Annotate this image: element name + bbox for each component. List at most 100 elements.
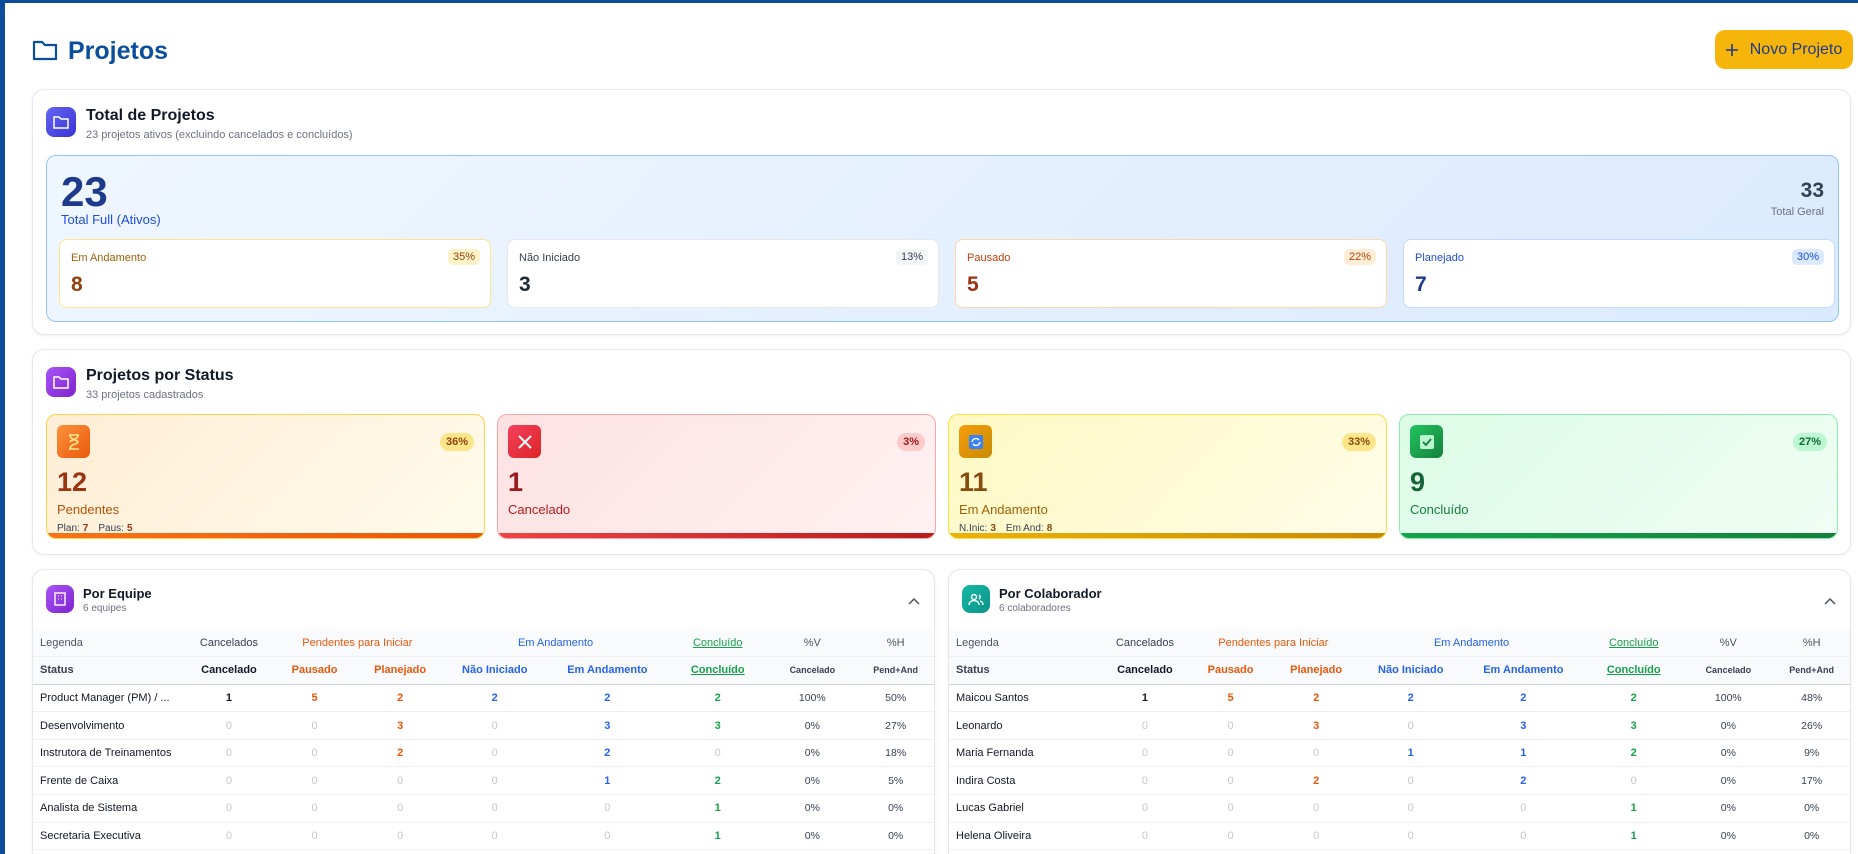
team-panel: Por Equipe 6 equipes Legenda Cancelados Pend… <box>32 569 935 854</box>
panel-table: Legenda Cancelados Pendentes para Iniciar E… <box>33 629 934 851</box>
button-label: Novo Projeto <box>1749 40 1843 58</box>
column-header: Pend+And <box>1773 656 1850 685</box>
table-cell: 0 <box>1358 794 1463 823</box>
legend-cell: Em Andamento <box>1358 629 1585 658</box>
table-cell: 0% <box>1773 822 1850 851</box>
collapse-toggle[interactable] <box>1824 592 1836 610</box>
item-percent: 13% <box>895 249 928 265</box>
table-cell: 1 <box>1358 739 1463 768</box>
detail-label: Plan: <box>57 523 80 534</box>
table-cell: 0 <box>1358 711 1463 740</box>
table-cell: 0 <box>1102 711 1188 740</box>
column-header: Pausado <box>271 656 358 685</box>
data-row: Lucas Gabriel 0 0 0 0 0 1 0% 0% <box>949 794 1850 823</box>
column-header: Cancelado <box>1102 656 1188 685</box>
table-cell: 2 <box>546 684 669 713</box>
item-label: Pausado <box>967 252 1011 264</box>
table-cell: 0 <box>442 794 547 823</box>
column-header: Não Iniciado <box>442 656 547 685</box>
panel-title: Por Colaborador <box>999 586 1102 601</box>
table-cell: 2 <box>1273 766 1359 796</box>
table-cell: 0 <box>357 766 443 796</box>
total-icon <box>46 107 76 137</box>
detail-value: 8 <box>1046 523 1053 534</box>
table-cell: 0 <box>186 739 272 768</box>
table-cell: 0 <box>546 822 669 851</box>
status-percent: 36% <box>439 433 474 451</box>
legend-row: Legenda Cancelados Pendentes para Iniciar E… <box>33 629 934 658</box>
table-cell: 100% <box>1683 684 1774 713</box>
collapse-toggle[interactable] <box>908 592 920 610</box>
table-cell: 1 <box>1584 794 1684 823</box>
card-subtitle: 23 projetos ativos (excluindo cancelados… <box>86 129 353 141</box>
item-label: Em Andamento <box>71 252 147 264</box>
table-cell: 0 <box>1273 822 1359 851</box>
status-icon <box>1410 425 1443 458</box>
status-item: 3% 1 Cancelado <box>497 414 936 539</box>
table-cell: 2 <box>668 684 768 713</box>
table-cell: 0 <box>186 766 272 796</box>
table-cell: 0 <box>1273 739 1359 768</box>
table-cell: 0 <box>1462 794 1585 823</box>
table-cell: 0 <box>1102 794 1188 823</box>
legend-cell: Legenda <box>949 629 1103 658</box>
card-title: Projetos por Status <box>86 367 234 384</box>
legend-cell: %V <box>767 629 858 658</box>
table-cell: 2 <box>1584 684 1684 713</box>
data-row: Maria Fernanda 0 0 0 1 1 2 0% 9% <box>949 739 1850 768</box>
table-cell: 0 <box>271 766 358 796</box>
table-cell: 3 <box>357 711 443 740</box>
overall-total: 33 <box>1800 179 1824 202</box>
table-cell: 1 <box>668 794 768 823</box>
detail-label: N.Inic: <box>959 523 988 534</box>
table-cell: 1 <box>1102 684 1188 713</box>
table-cell: 0% <box>857 822 934 851</box>
table-cell: Lucas Gabriel <box>949 794 1103 823</box>
table-cell: 2 <box>668 766 768 796</box>
table-cell: Maria Fernanda <box>949 739 1103 768</box>
table-cell: 1 <box>1462 739 1585 768</box>
table-cell: 3 <box>668 711 768 740</box>
item-value: 5 <box>967 273 979 296</box>
table-cell: 0 <box>186 822 272 851</box>
table-cell: 0 <box>442 711 547 740</box>
page-title: Projetos <box>68 37 169 65</box>
new-project-button[interactable]: Novo Projeto <box>1715 30 1853 69</box>
item-percent: 35% <box>447 249 480 265</box>
summary-item: Em Andamento 35% 8 <box>59 239 491 308</box>
item-value: 7 <box>1415 273 1427 296</box>
table-cell: 0% <box>767 766 858 796</box>
status-label: Cancelado <box>508 502 571 517</box>
table-cell: 0% <box>767 711 858 740</box>
status-card: Projetos por Status 33 projetos cadastra… <box>32 349 1851 555</box>
column-header: Planejado <box>357 656 443 685</box>
status-details: Plan: 7 Paus: 5 <box>57 523 143 534</box>
active-total: 23 <box>61 168 108 215</box>
status-bar <box>1400 533 1837 538</box>
table-cell: Secretaria Executiva <box>33 822 187 851</box>
table-cell: 5 <box>271 684 358 713</box>
status-label: Pendentes <box>57 502 120 517</box>
panel-subtitle: 6 equipes <box>83 603 127 614</box>
status-percent: 33% <box>1341 433 1376 451</box>
legend-cell: Pendentes para Iniciar <box>1187 629 1359 658</box>
table-cell: 0% <box>1683 711 1774 740</box>
card-title: Total de Projetos <box>86 107 215 124</box>
column-header: Cancelado <box>767 656 858 685</box>
table-cell: 0 <box>546 794 669 823</box>
column-header: Concluído <box>1584 656 1684 685</box>
table-cell: 0% <box>1683 794 1774 823</box>
detail-value: 3 <box>990 523 996 534</box>
status-percent: 27% <box>1792 433 1827 451</box>
item-percent: 30% <box>1791 249 1824 265</box>
status-item: 36% 12 Pendentes Plan: 7 Paus: 5 <box>46 414 485 539</box>
status-value: 12 <box>57 467 88 497</box>
status-icon <box>508 425 541 458</box>
item-value: 8 <box>71 273 83 296</box>
column-header: Cancelado <box>1683 656 1774 685</box>
status-bar <box>47 533 484 538</box>
status-value: 11 <box>959 467 988 497</box>
status-percent: 3% <box>897 433 925 451</box>
table-cell: 2 <box>357 739 443 768</box>
table-cell: 17% <box>1773 766 1850 796</box>
